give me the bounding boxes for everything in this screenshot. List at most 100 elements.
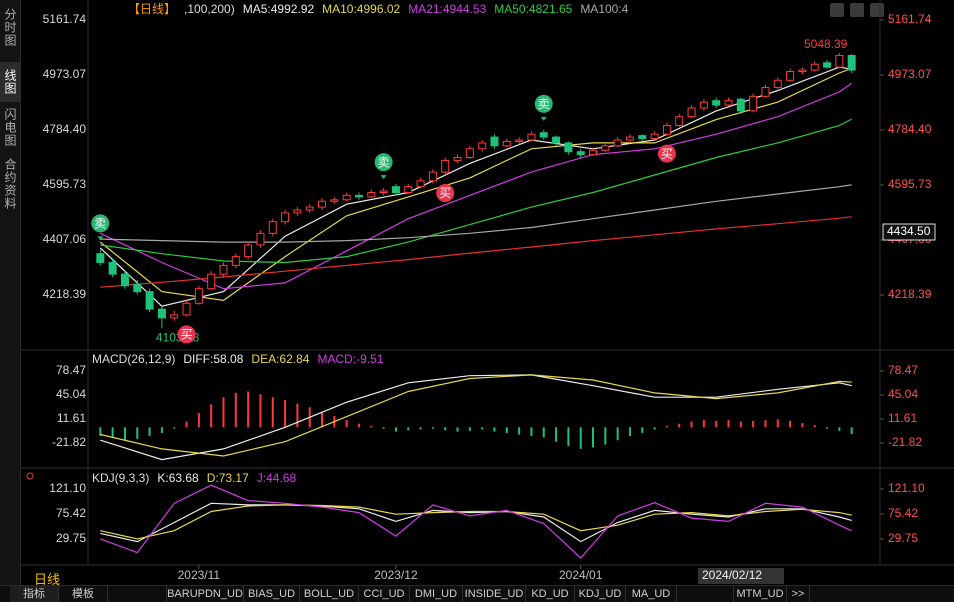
macd-bar	[481, 427, 484, 430]
macd-bar	[493, 427, 496, 432]
macd-bar	[247, 391, 250, 428]
legend-entry: J:44.68	[257, 471, 297, 485]
candle-body	[724, 100, 733, 106]
y-tick-label: 29.75	[56, 531, 86, 545]
macd-bar	[665, 425, 668, 428]
candle-body	[367, 192, 376, 198]
candle-body	[318, 200, 327, 208]
sidebar: 分时图 线图 闪电图 合约资料	[0, 0, 21, 602]
candle-body	[281, 212, 290, 223]
candle-body	[810, 63, 819, 71]
tab[interactable]: 指标	[10, 586, 59, 602]
sidebar-tab[interactable]: 线图	[0, 62, 20, 102]
macd-bar	[555, 427, 558, 442]
tab[interactable]: KDJ_UD	[575, 586, 626, 602]
tab[interactable]: BOLL_UD	[300, 586, 359, 602]
sidebar-tab[interactable]: 分时图	[3, 7, 17, 47]
tab[interactable]: BIAS_UD	[244, 586, 300, 602]
icon-button[interactable]	[850, 3, 864, 17]
macd-bar	[382, 427, 385, 429]
cursor-date-box	[698, 568, 784, 584]
candle-body	[613, 139, 622, 147]
candle-body	[120, 273, 129, 287]
candle-body	[847, 54, 856, 71]
candle-body	[416, 180, 425, 188]
candle-body	[244, 244, 253, 258]
tab[interactable]: DMI_UD	[410, 586, 463, 602]
y-tick-label: 5161.74	[43, 12, 87, 26]
series-line	[100, 502, 852, 543]
series-line	[100, 504, 852, 540]
tab[interactable]: BARUPDN_UD	[167, 586, 244, 602]
icon-button[interactable]	[870, 3, 884, 17]
legend-entry: 【日线】	[128, 2, 176, 16]
series-line	[100, 118, 852, 264]
macd-bar	[764, 420, 767, 428]
y-tick-label: 4595.73	[43, 177, 87, 191]
candle-body	[256, 232, 265, 246]
candle-body	[379, 190, 388, 194]
candle-body	[453, 157, 462, 161]
tab[interactable]: 模板	[59, 586, 108, 602]
legend-entry: MA10:4996.02	[322, 2, 400, 16]
candle-body	[305, 206, 314, 211]
period-label[interactable]: 日线	[34, 572, 61, 587]
tab[interactable]	[677, 586, 734, 602]
macd-bar	[345, 420, 348, 428]
tab[interactable]: >>	[787, 586, 810, 602]
y-tick-label: 45.04	[888, 387, 918, 401]
indicator-icon[interactable]	[26, 472, 34, 480]
macd-bar	[776, 419, 779, 428]
macd-bar	[99, 427, 102, 436]
y-tick-label: 78.47	[56, 363, 86, 377]
candle-body	[502, 140, 511, 147]
macd-bar	[850, 427, 853, 435]
signal-label: 买	[181, 328, 193, 342]
macd-bar	[530, 427, 533, 436]
sidebar-tab[interactable]: 闪电图	[3, 107, 17, 147]
candle-body	[823, 62, 832, 68]
candle-body	[182, 302, 191, 316]
cursor-date-label: 2024/02/12	[702, 568, 762, 582]
candle-body	[231, 256, 240, 266]
y-tick-label: 45.04	[56, 387, 86, 401]
tab[interactable]	[108, 586, 167, 602]
macd-bar	[641, 427, 644, 434]
macd-bar	[431, 427, 434, 429]
series-line	[100, 216, 852, 288]
indicator-tabs: 指标 模板 BARUPDN_UD BIAS_UD BOLL_UD CCI_UD …	[0, 585, 954, 602]
tab[interactable]: CCI_UD	[359, 586, 410, 602]
macd-bar	[136, 427, 139, 439]
legend-entry: MA21:4944.53	[408, 2, 486, 16]
tab[interactable]: INSIDE_UD	[463, 586, 526, 602]
candle-body	[428, 171, 437, 182]
signal-label: 卖	[378, 155, 390, 169]
macd-bar	[234, 392, 237, 428]
macd-bar	[628, 427, 631, 436]
y-tick-label: -21.82	[888, 435, 922, 449]
candle-body	[108, 261, 117, 275]
candle-body	[207, 273, 216, 290]
macd-bar	[739, 421, 742, 428]
macd-bar	[789, 420, 792, 428]
series-line	[99, 67, 852, 302]
sidebar-tab[interactable]: 合约资料	[3, 158, 17, 210]
candle-body	[404, 186, 413, 194]
tab[interactable]: KD_UD	[526, 586, 575, 602]
candle-body	[527, 133, 536, 141]
icon-button[interactable]	[830, 3, 844, 17]
y-tick-label: -21.82	[52, 435, 86, 449]
macd-bar	[296, 403, 299, 428]
candle-body	[219, 264, 228, 275]
tab[interactable]: MTM_UD	[734, 586, 787, 602]
macd-bar	[727, 420, 730, 428]
legend-entry: MA5:4992.92	[243, 2, 315, 16]
y-tick-label: 5161.74	[888, 12, 932, 26]
cursor-value-label: 4434.50	[887, 224, 931, 238]
candle-body	[699, 101, 708, 109]
legend-entry: KDJ(9,3,3)	[92, 471, 149, 485]
macd-bar	[678, 423, 681, 428]
tab[interactable]: MA_UD	[626, 586, 677, 602]
macd-bar	[111, 427, 114, 439]
